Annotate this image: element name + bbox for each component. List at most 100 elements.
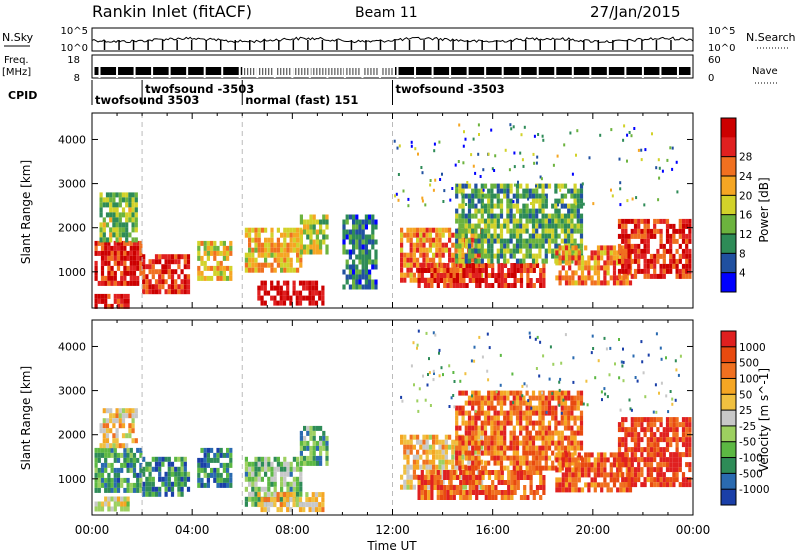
heatmap-cell [470,257,474,263]
heatmap-cell [273,466,277,472]
heatmap-cell [142,471,146,477]
heatmap-cell [491,495,495,500]
heatmap-cell [490,395,494,401]
heatmap-cell [496,203,500,209]
heatmap-cell [557,430,561,436]
heatmap-cell [649,467,654,473]
heatmap-cell [554,253,558,259]
heatmap-cell [627,248,631,254]
heatmap-cell [423,490,428,495]
heatmap-cell [292,476,296,482]
heatmap-cell [374,219,378,225]
heatmap-cell [295,300,299,306]
heatmap-cell [503,193,507,199]
heatmap-cell [364,254,368,260]
heatmap-cell [487,238,491,244]
heatmap-cell [525,218,529,224]
heatmap-cell [646,218,650,224]
heatmap-cell [273,242,277,248]
heatmap-cell [100,506,105,512]
heatmap-cell [102,418,106,424]
heatmap-cell [560,213,564,219]
heatmap-cell [126,482,130,488]
heatmap-cell [503,490,508,495]
heatmap-cell [322,430,326,436]
heatmap-cell [115,217,119,223]
heatmap-cell [322,219,326,225]
heatmap-cell [325,219,329,225]
heatmap-cell [131,227,135,233]
heatmap-cell [264,471,268,477]
heatmap-cell [567,203,571,209]
heatmap-cell [575,153,577,157]
heatmap-cell [487,273,492,278]
heatmap-cell [186,254,191,260]
heatmap-cell [519,440,523,446]
heatmap-cell [126,298,130,304]
heatmap-cell [669,457,673,463]
heatmap-cell [617,422,622,428]
heatmap-cell [490,415,494,421]
nsky-tick-bottom: 10^0 [61,43,88,54]
heatmap-cell [273,295,277,301]
heatmap-cell [490,430,494,436]
heatmap-cell [461,188,465,194]
heatmap-cell [579,420,584,426]
heatmap-cell [213,240,217,246]
heatmap-cell [532,283,536,288]
heatmap-cell [669,467,673,473]
heatmap-cell [576,188,580,194]
heatmap-cell [325,214,329,220]
heatmap-cell [468,273,472,278]
heatmap-cell [213,452,217,458]
heatmap-cell [319,425,323,431]
heatmap-cell [519,395,523,401]
heatmap-cell [355,219,359,225]
heatmap-cell [624,248,628,254]
heatmap-cell [433,480,437,485]
heatmap-cell [541,208,545,214]
heatmap-cell [554,445,558,451]
heatmap-cell [448,237,452,243]
heatmap-cell [116,496,121,502]
heatmap-cell [116,467,121,473]
heatmap-cell [568,275,572,281]
heatmap-cell [671,397,674,401]
heatmap-cell [662,218,666,224]
heatmap-cell [289,247,293,253]
heatmap-cell [630,427,634,433]
heatmap-cell [665,427,670,433]
heatmap-cell [257,496,261,502]
heatmap-cell [633,273,638,279]
heatmap-cell [355,244,359,250]
heatmap-cell [451,257,455,263]
heatmap-cell [203,275,207,281]
heatmap-cell [564,487,569,493]
heatmap-cell [203,482,207,488]
heatmap-cell [451,252,455,258]
heatmap-cell [420,268,424,273]
heatmap-cell [409,439,413,445]
heatmap-cell [561,245,565,251]
heatmap-cell [110,265,114,271]
heatmap-cell [248,481,252,487]
heatmap-cell [525,465,529,471]
heatmap-cell [465,480,469,485]
heatmap-cell [158,289,162,295]
heatmap-cell [522,203,526,209]
heatmap-cell [532,263,536,268]
heatmap-cell [371,259,375,265]
heatmap-cell [539,283,543,288]
heatmap-cell [509,123,512,127]
heatmap-cell [643,203,646,207]
heatmap-cell [129,457,133,463]
heatmap-cell [487,445,491,451]
heatmap-cell [131,438,135,444]
heatmap-cell [570,228,574,234]
heatmap-cell [574,467,578,473]
heatmap-cell [633,218,638,224]
heatmap-cell [551,392,554,395]
heatmap-cell [633,268,638,274]
heatmap-cell [493,390,497,396]
